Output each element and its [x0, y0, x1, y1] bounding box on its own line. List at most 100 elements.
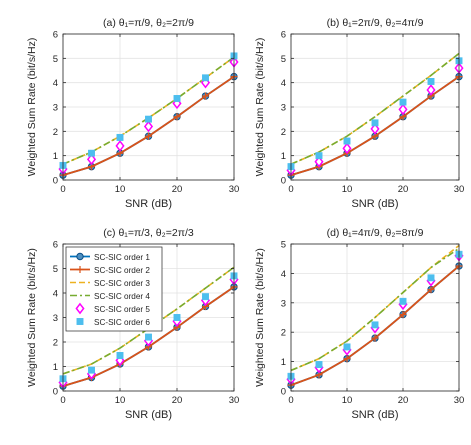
data-point	[343, 343, 351, 351]
y-tick-label: 4	[281, 78, 286, 89]
y-tick-label: 3	[53, 103, 58, 114]
y-tick-label: 2	[53, 127, 58, 138]
data-point	[314, 155, 324, 168]
data-point	[173, 113, 181, 121]
legend-entry: SC-SIC order 2	[70, 266, 150, 275]
legend-marker	[76, 266, 84, 273]
x-axis-label: SNR (dB)	[125, 409, 172, 421]
y-tick-label: 1	[281, 151, 286, 162]
y-tick-label: 2	[281, 127, 286, 138]
y-tick-label: 3	[53, 313, 58, 324]
data-point	[202, 293, 209, 301]
y-tick-label: 6	[53, 30, 58, 41]
data-point	[371, 321, 379, 329]
legend-label: SC-SIC order 6	[94, 318, 150, 327]
legend-marker	[75, 302, 85, 315]
data-point	[116, 133, 124, 141]
y-tick-label: 2	[53, 338, 58, 349]
chart-title: (b) θ₁=2π/9, θ₂=4π/9	[327, 17, 424, 29]
legend-marker	[76, 318, 84, 325]
data-point	[116, 352, 124, 359]
data-point	[173, 95, 181, 102]
y-tick-label: 5	[53, 54, 58, 65]
data-point	[343, 137, 351, 145]
x-tick-label: 10	[115, 395, 126, 406]
data-point	[143, 120, 154, 133]
x-tick-label: 30	[454, 395, 465, 406]
x-tick-label: 20	[172, 184, 183, 195]
data-point	[370, 123, 380, 135]
x-axis-label: SNR (dB)	[351, 198, 398, 210]
legend: SC-SIC order 1 SC-SIC order 2 SC-SIC order…	[65, 246, 163, 332]
x-axis-label: SNR (dB)	[125, 198, 172, 210]
y-tick-label: 5	[281, 54, 286, 65]
y-tick-label: 5	[53, 264, 58, 275]
y-tick-label: 0	[53, 176, 58, 187]
y-tick-label: 4	[53, 78, 58, 89]
data-point	[426, 84, 436, 96]
y-tick-label: 2	[281, 328, 286, 339]
data-point	[399, 98, 407, 106]
data-point	[145, 333, 152, 341]
data-point	[315, 361, 323, 368]
legend-label: SC-SIC order 1	[94, 253, 150, 262]
y-axis-label: Weighted Sum Rate (bit/s/Hz)	[254, 38, 266, 177]
data-point	[173, 314, 181, 321]
series-sc-sic-order-4	[62, 266, 235, 375]
legend-marker	[76, 252, 84, 261]
data-point	[88, 149, 95, 157]
y-tick-label: 1	[53, 362, 58, 373]
data-point	[398, 103, 408, 116]
y-tick-label: 0	[53, 387, 58, 398]
x-tick-label: 0	[60, 184, 65, 195]
y-tick-label: 4	[281, 269, 286, 280]
x-tick-label: 20	[398, 395, 409, 406]
chart-title: (a) θ₁=π/9, θ₂=2π/9	[103, 17, 194, 29]
x-tick-label: 30	[229, 184, 240, 195]
data-point	[202, 74, 209, 82]
chart-panel-1: 0 10 20 30 0 1 2 3 4 5 6 (a) θ₁=π/9, θ₂=2π/9 SNR (dB…	[26, 17, 239, 210]
data-point	[86, 153, 97, 166]
y-tick-label: 6	[281, 30, 286, 41]
y-tick-label: 1	[53, 151, 58, 162]
data-point	[145, 115, 152, 123]
legend-entry: SC-SIC order 5	[75, 302, 150, 315]
series-sc-sic-order-5	[286, 62, 464, 177]
data-point	[427, 274, 435, 282]
legend-entry: SC-SIC order 6	[76, 318, 150, 327]
x-axis-label: SNR (dB)	[351, 409, 398, 421]
x-tick-label: 20	[172, 395, 183, 406]
x-tick-label: 30	[229, 395, 240, 406]
series-sc-sic-order-4	[290, 52, 460, 165]
y-tick-label: 0	[281, 387, 286, 398]
x-tick-label: 10	[342, 395, 353, 406]
legend-entry: SC-SIC order 3	[70, 279, 150, 288]
legend-label: SC-SIC order 4	[94, 292, 150, 301]
y-tick-label: 3	[281, 298, 286, 309]
chart-title: (d) θ₁=4π/9, θ₂=8π/9	[327, 227, 424, 239]
legend-entry: SC-SIC order 4	[70, 292, 150, 301]
data-point	[371, 119, 379, 127]
legend-label: SC-SIC order 3	[94, 279, 150, 288]
data-point	[427, 78, 435, 85]
data-point	[88, 366, 95, 374]
chart-panel-4: 0 10 20 30 0 1 2 3 4 5 (d) θ₁=4π/9, θ₂=8π/9 SNR (dB…	[254, 227, 464, 421]
data-point	[342, 142, 352, 155]
y-axis-label: Weighted Sum Rate (bit/s/Hz)	[26, 38, 38, 177]
x-tick-label: 0	[60, 395, 65, 406]
chart-title: (c) θ₁=π/3, θ₂=2π/3	[103, 227, 194, 239]
data-point	[399, 311, 407, 319]
legend-box	[65, 246, 163, 332]
y-axis-label: Weighted Sum Rate (bit/s/Hz)	[26, 248, 38, 387]
data-point	[371, 334, 379, 342]
data-point	[145, 132, 152, 140]
data-point	[399, 297, 407, 305]
y-axis-label: Weighted Sum Rate (bit/s/Hz)	[254, 248, 266, 387]
series-sc-sic-order-4	[290, 247, 460, 372]
legend-label: SC-SIC order 5	[94, 305, 150, 314]
x-tick-label: 0	[288, 184, 293, 195]
y-tick-label: 3	[281, 103, 286, 114]
series-line	[62, 266, 235, 375]
series-line	[290, 52, 460, 165]
